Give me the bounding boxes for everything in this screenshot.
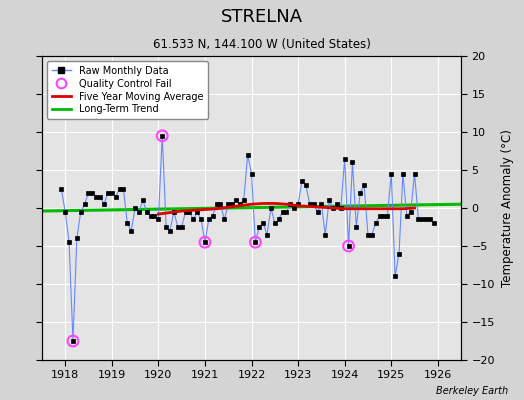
Text: 61.533 N, 144.100 W (United States): 61.533 N, 144.100 W (United States) — [153, 38, 371, 51]
Point — [158, 133, 167, 139]
Point — [201, 239, 209, 245]
Text: Berkeley Earth: Berkeley Earth — [436, 386, 508, 396]
Point — [69, 338, 77, 344]
Y-axis label: Temperature Anomaly (°C): Temperature Anomaly (°C) — [500, 129, 514, 287]
Point — [344, 243, 353, 249]
Legend: Raw Monthly Data, Quality Control Fail, Five Year Moving Average, Long-Term Tren: Raw Monthly Data, Quality Control Fail, … — [47, 61, 208, 119]
Point — [251, 239, 259, 245]
Text: STRELNA: STRELNA — [221, 8, 303, 26]
